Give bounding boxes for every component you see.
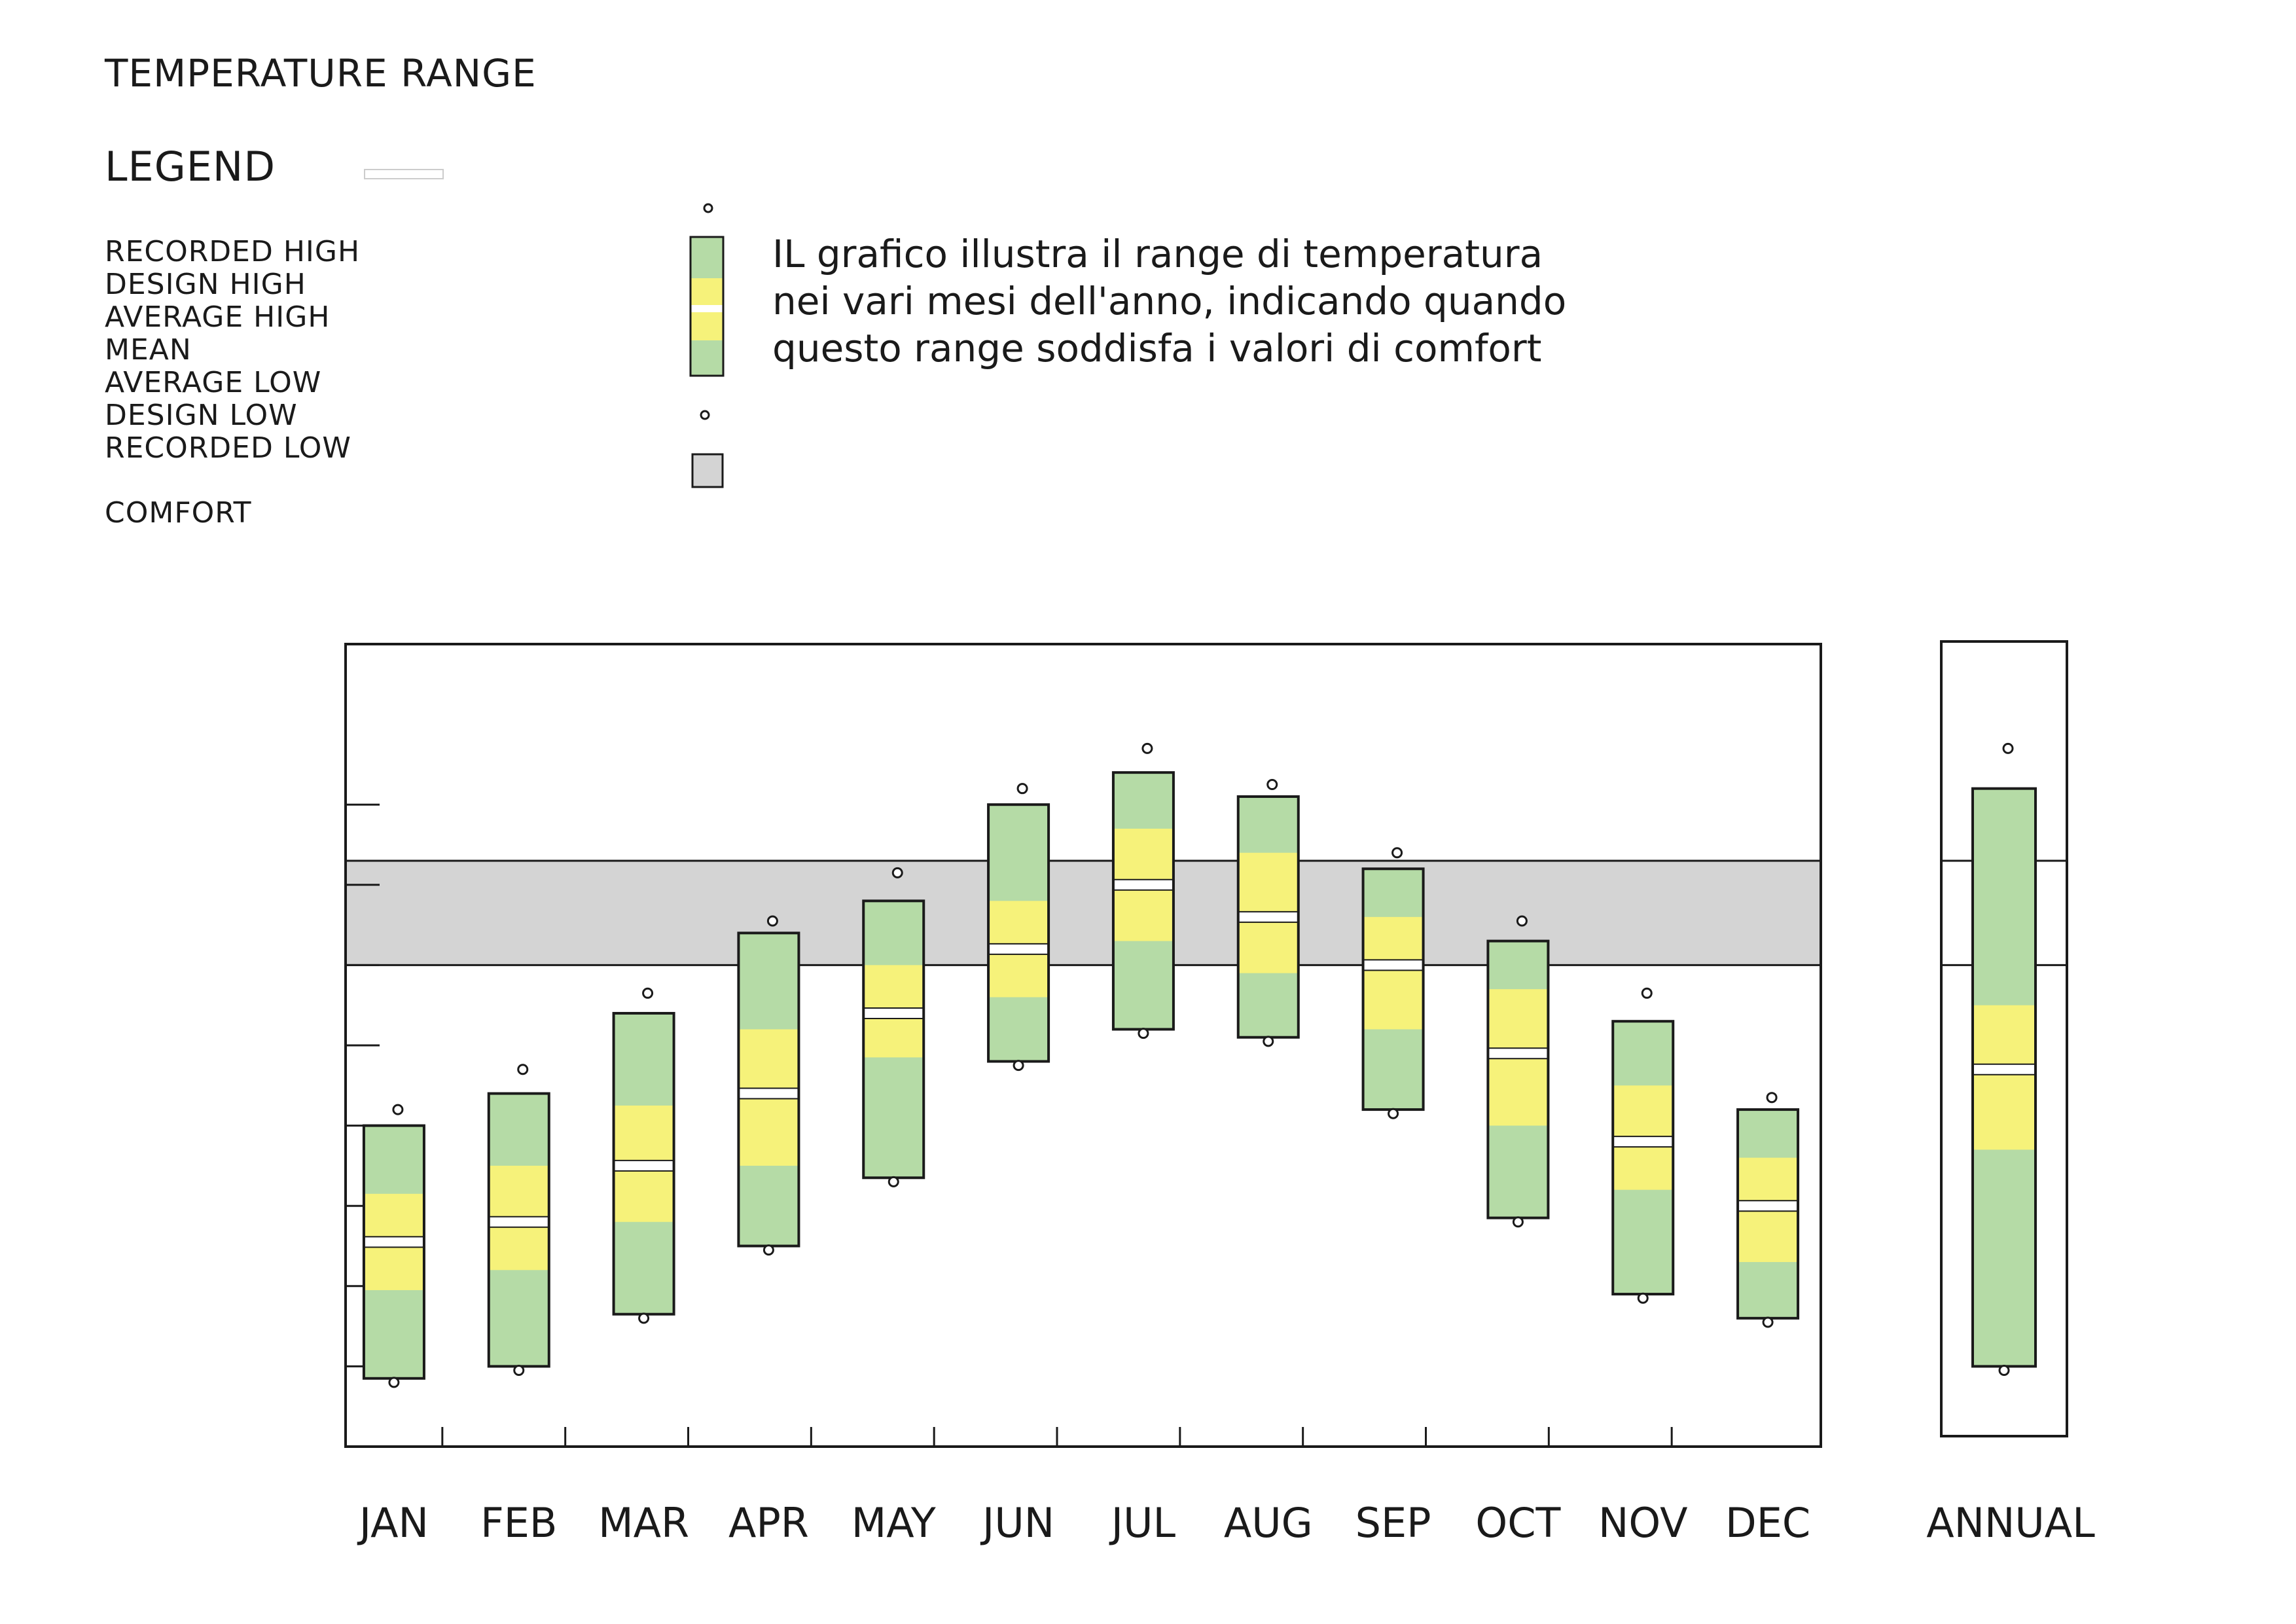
legend-item-design-low: DESIGN LOW	[105, 399, 298, 432]
month-label-jul: JUL	[1109, 1499, 1176, 1547]
legend-recorded-high-marker	[703, 203, 713, 213]
month-sep-recorded-high	[1391, 847, 1403, 859]
month-oct-bar	[1486, 915, 1550, 1228]
chart-title: TEMPERATURE RANGE	[105, 51, 537, 96]
legend-item-comfort: COMFORT	[105, 496, 252, 530]
description-line-2: nei vari mesi dell'anno, indicando quand…	[772, 279, 1567, 323]
annual-recorded-high	[2002, 742, 2014, 754]
month-oct-recorded-low	[1512, 1216, 1524, 1228]
annual-label: ANNUAL	[1926, 1499, 2095, 1547]
x-axis-labels: JAN FEB MAR APR MAY JUN JUL AUG SEP OCT NOV DEC	[357, 1499, 1810, 1547]
month-jul-recorded-high	[1141, 742, 1153, 754]
description-line-3: questo range soddisfa i valori di comfor…	[772, 326, 1542, 370]
month-apr-mean-line	[738, 1088, 799, 1099]
month-jan-recorded-low	[388, 1377, 400, 1388]
month-oct-mean-line	[1488, 1048, 1549, 1059]
month-nov-bar	[1611, 987, 1675, 1304]
month-jan-recorded-high	[392, 1104, 404, 1115]
annual-recorded-low	[1998, 1365, 2010, 1377]
month-label-feb: FEB	[480, 1499, 557, 1547]
legend-glyph	[689, 203, 725, 488]
legend-item-average-low: AVERAGE LOW	[105, 366, 322, 399]
legend-item-recorded-high: RECORDED HIGH	[105, 235, 361, 268]
month-may-mean-line	[863, 1007, 924, 1019]
month-label-mar: MAR	[598, 1499, 689, 1547]
month-jun-mean-line	[988, 943, 1049, 954]
month-jan-mean-line	[363, 1236, 424, 1248]
month-apr-recorded-low	[762, 1244, 774, 1256]
main-plot-frame	[344, 643, 1822, 1448]
month-may-recorded-high	[891, 867, 903, 878]
month-dec-recorded-high	[1766, 1092, 1778, 1104]
comfort-band-fill	[346, 861, 1821, 965]
month-sep-bar	[1361, 847, 1425, 1119]
legend-heading: LEGEND	[105, 143, 276, 190]
month-label-jun: JUN	[980, 1499, 1054, 1547]
month-mar-bar	[612, 987, 675, 1324]
month-aug-mean-line	[1238, 911, 1299, 922]
legend-mean-line	[691, 305, 723, 312]
month-label-nov: NOV	[1598, 1499, 1688, 1547]
legend-comfort-swatch	[691, 453, 724, 488]
comfort-band	[346, 859, 1821, 966]
month-nov-mean-line	[1613, 1136, 1674, 1147]
month-dec-mean-line	[1738, 1200, 1799, 1212]
legend-divider	[364, 169, 444, 179]
legend-item-average-high: AVERAGE HIGH	[105, 300, 331, 334]
month-aug-recorded-high	[1266, 779, 1278, 791]
month-jun-recorded-high	[1016, 783, 1028, 795]
annual-plot-frame	[1940, 640, 2068, 1437]
legend-item-design-high: DESIGN HIGH	[105, 268, 306, 301]
month-label-oct: OCT	[1475, 1499, 1561, 1547]
month-sep-average-band	[1363, 916, 1424, 1030]
description-line-1: IL grafico illustra il range di temperat…	[772, 232, 1543, 276]
month-label-dec: DEC	[1725, 1499, 1810, 1547]
month-sep-recorded-low	[1388, 1108, 1399, 1119]
month-sep-mean-line	[1363, 960, 1424, 971]
legend-item-recorded-low: RECORDED LOW	[105, 431, 351, 465]
month-nov-recorded-low	[1637, 1292, 1649, 1304]
legend-bar-outline	[689, 236, 725, 377]
month-dec-recorded-low	[1762, 1316, 1774, 1328]
month-mar-recorded-high	[642, 987, 654, 999]
month-nov-recorded-high	[1641, 987, 1653, 999]
legend-recorded-low-marker	[700, 410, 710, 420]
annual-mean-line	[1973, 1064, 2036, 1075]
month-label-jan: JAN	[357, 1499, 429, 1547]
annual-bar	[1971, 742, 2037, 1377]
month-jul-bar	[1111, 742, 1175, 1039]
month-label-may: MAY	[852, 1499, 936, 1547]
month-feb-bar	[487, 1064, 550, 1377]
month-aug-bar	[1236, 779, 1300, 1047]
legend-item-mean: MEAN	[105, 333, 192, 367]
monthly-bars	[362, 742, 1800, 1388]
month-may-recorded-low	[888, 1176, 899, 1187]
month-aug-recorded-low	[1263, 1036, 1274, 1047]
annual-axis-label: ANNUAL	[1926, 1499, 2095, 1547]
month-jul-recorded-low	[1138, 1028, 1149, 1039]
month-jun-bar	[987, 783, 1050, 1072]
x-axis-ticks	[441, 1427, 1673, 1447]
month-apr-recorded-high	[766, 915, 778, 927]
month-jul-mean-line	[1113, 879, 1174, 890]
month-label-aug: AUG	[1224, 1499, 1313, 1547]
month-mar-mean-line	[613, 1160, 674, 1171]
month-label-apr: APR	[728, 1499, 809, 1547]
month-apr-bar	[737, 915, 800, 1256]
chart-description: IL grafico illustra il range di temperat…	[772, 230, 1566, 372]
month-feb-recorded-low	[513, 1365, 525, 1377]
month-jan-bar	[362, 1104, 425, 1388]
month-mar-recorded-low	[638, 1312, 650, 1324]
month-may-bar	[862, 867, 925, 1187]
annual-bar	[1971, 742, 2037, 1377]
month-feb-mean-line	[488, 1216, 549, 1227]
month-feb-recorded-high	[517, 1064, 529, 1075]
month-dec-bar	[1736, 1092, 1800, 1328]
month-label-sep: SEP	[1355, 1499, 1431, 1547]
month-jun-recorded-low	[1013, 1060, 1024, 1072]
annual-average-band	[1973, 1005, 2036, 1150]
legend-list: RECORDED HIGH DESIGN HIGH AVERAGE HIGH M…	[105, 236, 360, 465]
month-oct-recorded-high	[1516, 915, 1528, 927]
